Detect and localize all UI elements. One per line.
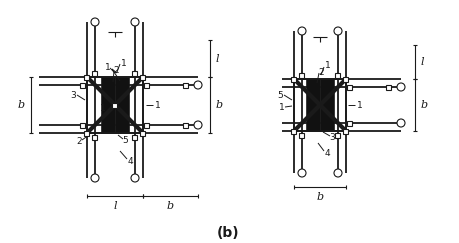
Bar xyxy=(335,132,340,138)
Text: 1: 1 xyxy=(356,101,362,110)
Bar xyxy=(305,79,319,131)
Text: 2: 2 xyxy=(76,137,82,146)
Bar xyxy=(299,72,304,78)
Text: l: l xyxy=(113,201,117,211)
Circle shape xyxy=(297,169,305,177)
Text: l: l xyxy=(420,57,424,67)
Bar xyxy=(132,134,137,139)
Bar xyxy=(92,134,97,139)
Text: 4: 4 xyxy=(325,148,330,157)
Text: b: b xyxy=(167,201,174,211)
Bar xyxy=(291,129,296,133)
Text: 3: 3 xyxy=(328,132,334,141)
Bar xyxy=(87,77,143,133)
Circle shape xyxy=(91,174,99,182)
Text: 1: 1 xyxy=(105,62,111,71)
Text: b: b xyxy=(420,100,427,110)
Circle shape xyxy=(131,18,139,26)
Bar xyxy=(144,122,149,128)
Text: 1: 1 xyxy=(100,104,106,113)
Text: b: b xyxy=(216,100,223,110)
Text: 3: 3 xyxy=(70,90,76,99)
Bar xyxy=(132,70,137,76)
Bar xyxy=(291,77,296,81)
Text: 1: 1 xyxy=(155,101,160,110)
Bar xyxy=(92,70,97,76)
Circle shape xyxy=(396,119,404,127)
Bar xyxy=(140,75,145,79)
Text: 1: 1 xyxy=(325,61,330,69)
Text: (b): (b) xyxy=(216,226,239,240)
Text: 1: 1 xyxy=(121,59,127,68)
Bar xyxy=(112,103,117,107)
Circle shape xyxy=(333,169,341,177)
Bar xyxy=(343,129,348,133)
Bar xyxy=(347,121,352,125)
Bar xyxy=(84,75,90,79)
Bar xyxy=(386,85,391,89)
Text: 5: 5 xyxy=(122,136,128,145)
Bar xyxy=(319,79,333,131)
Circle shape xyxy=(333,27,341,35)
Bar xyxy=(144,83,149,87)
Text: 1: 1 xyxy=(279,103,284,112)
Bar xyxy=(140,130,145,136)
Bar xyxy=(343,77,348,81)
Bar xyxy=(80,122,85,128)
Circle shape xyxy=(194,81,202,89)
Bar xyxy=(84,130,90,136)
Text: 5: 5 xyxy=(276,90,282,99)
Bar xyxy=(80,83,85,87)
Circle shape xyxy=(194,121,202,129)
Text: b: b xyxy=(316,192,323,202)
Text: b: b xyxy=(18,100,25,110)
Circle shape xyxy=(91,18,99,26)
Text: l: l xyxy=(216,53,219,63)
Circle shape xyxy=(297,27,305,35)
Bar xyxy=(115,77,129,133)
Text: 2: 2 xyxy=(113,66,118,75)
Bar xyxy=(183,122,188,128)
Bar xyxy=(335,72,340,78)
Bar xyxy=(347,85,352,89)
Bar xyxy=(299,132,304,138)
Text: 2: 2 xyxy=(317,68,323,77)
Bar xyxy=(183,83,188,87)
Bar xyxy=(101,77,115,133)
Circle shape xyxy=(396,83,404,91)
Circle shape xyxy=(131,174,139,182)
Text: 4: 4 xyxy=(127,156,133,165)
Bar xyxy=(293,79,345,131)
